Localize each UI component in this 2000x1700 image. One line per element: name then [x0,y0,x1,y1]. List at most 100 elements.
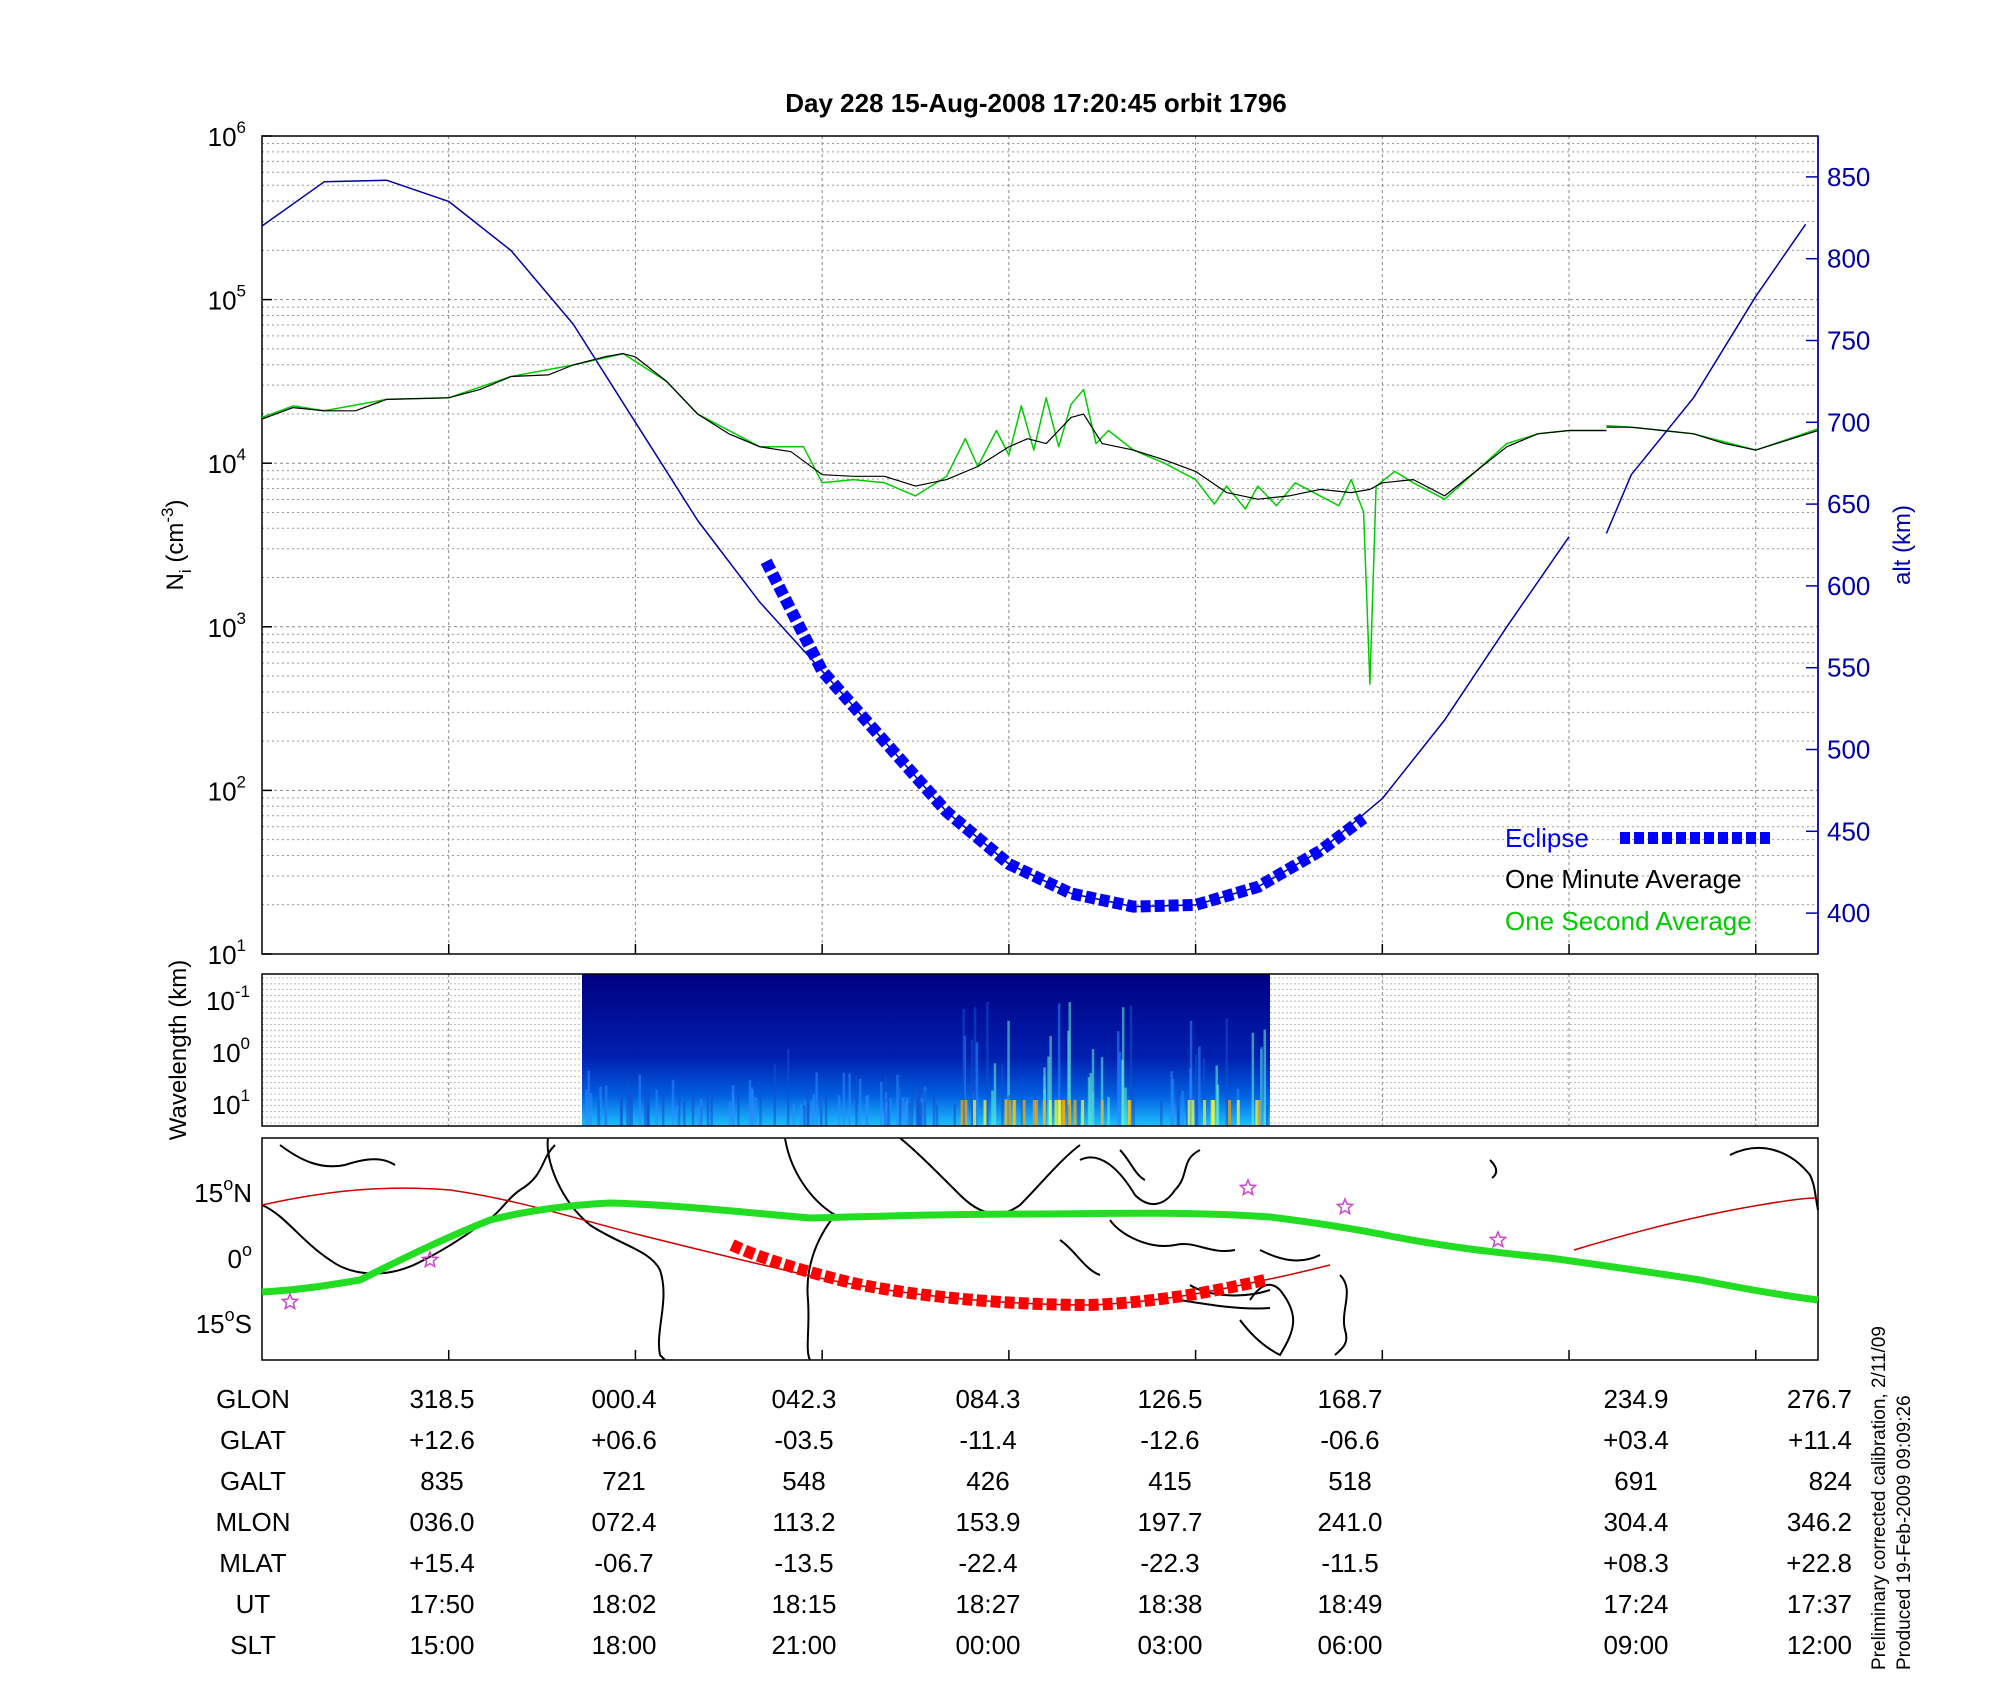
table-cell: -03.5 [774,1425,833,1455]
spectrogram-hot-streak [1073,1100,1077,1126]
right-tick-label: 500 [1827,735,1870,765]
table-cell: 18:27 [955,1589,1020,1619]
spectrogram-streak [737,1092,740,1126]
spectrogram-streak [646,1087,650,1126]
spectrogram-streak [993,1063,997,1126]
table-cell: 00:00 [955,1630,1020,1660]
spectrogram-streak [824,1093,828,1126]
spectrogram-streak [1089,1073,1093,1126]
table-cell: +15.4 [409,1548,475,1578]
spectrogram-hot-streak [1081,1100,1085,1126]
spectrogram-panel: Wavelength (km) 10-1 100 101 [165,960,1819,1141]
map-lat-label: 15oS [196,1305,252,1339]
spectrogram-streak [1121,1059,1124,1126]
spectrogram-streak [773,1063,776,1126]
spectrogram-hot-streak [1034,1100,1038,1126]
spectrogram-hot-streak [1022,1100,1026,1126]
map-lat-label: 15oN [194,1174,252,1208]
spectrogram-streak [697,1106,700,1126]
spectrogram-streak [803,1105,806,1126]
table-cell: 241.0 [1317,1507,1382,1537]
footer-calibration: Preliminary corrected calibration, 2/11/… [1869,1326,1890,1670]
chart-title: Day 228 15-Aug-2008 17:20:45 orbit 1796 [785,88,1287,118]
spectrogram-streak [932,1094,936,1126]
table-cell: +03.4 [1603,1425,1669,1455]
map-star-marker [280,1292,300,1311]
table-cell: 234.9 [1603,1384,1668,1414]
spectrogram-hot-streak [1068,1100,1072,1126]
table-cell: 072.4 [591,1507,656,1537]
table-cell: -22.3 [1140,1548,1199,1578]
spectrogram-streak [1181,1091,1184,1126]
table-row-label: SLT [230,1630,276,1660]
spectrogram-hot-streak [1255,1100,1259,1126]
spectrogram-streak [920,1102,923,1126]
table-cell: 18:02 [591,1589,656,1619]
spectrogram-streak [589,1093,593,1126]
right-axis-ticks: 400 450 500 550 600 650 700 750 800 850 [1806,162,1870,928]
spectrogram-streak [904,1101,908,1126]
spectrogram-streak [848,1073,851,1126]
spectrogram-hot-streak [1191,1100,1195,1126]
spectrogram-streak [661,1094,665,1126]
alt-axis-label: alt (km) [1889,505,1916,585]
spectrogram-streak [1171,1079,1175,1126]
alt-line [1605,223,1807,534]
spectrogram-tick-label: 10-1 [206,982,250,1016]
legend-eclipse-label: Eclipse [1505,823,1589,853]
spectrogram-hot-streak [1013,1100,1017,1126]
spectrogram-streak [1107,1097,1110,1126]
spectrogram-streak [1215,1065,1218,1126]
spectrogram-hot-streak [983,1100,987,1126]
legend-one-second-label: One Second Average [1505,906,1752,936]
spectrogram-streak [754,1097,757,1126]
table-cell: 518 [1328,1466,1371,1496]
ni-axis-label: Ni (cm-3) [158,500,195,591]
table-row-label: GLAT [220,1425,286,1455]
table-cell: 691 [1614,1466,1657,1496]
spectrogram-streak [799,1104,803,1126]
right-tick-label: 650 [1827,489,1870,519]
spectrogram-streak [599,1086,602,1126]
table-cell: 06:00 [1317,1630,1382,1660]
spectrogram-streak [710,1082,713,1126]
table-cell: 415 [1148,1466,1191,1496]
table-cell: 03:00 [1137,1630,1202,1660]
spectrogram-streak [759,1083,762,1126]
table-cell: 084.3 [955,1384,1020,1414]
spectrogram-streak [792,1103,795,1126]
spectrogram-streak [879,1081,883,1126]
spectrogram-streak [1251,1032,1255,1126]
orbit-table: GLON 318.5 000.4 042.3 084.3 126.5 168.7 234.9 2… [215,1384,1852,1660]
spectrogram-hot-streak [1236,1100,1240,1126]
map-lat-label: 0o [228,1240,252,1274]
spectrogram-streak [585,1089,588,1126]
spectrogram-streak [676,1105,679,1126]
wavelength-axis-label: Wavelength (km) [165,960,192,1141]
legend-one-minute-label: One Minute Average [1505,864,1742,894]
spectrogram-streak [1225,1018,1228,1126]
right-tick-label: 800 [1827,244,1870,274]
spectrogram-streak [1260,1046,1263,1126]
spectrogram-streak [810,1100,813,1126]
spectrogram-streak [748,1080,752,1126]
spectrogram-streak [1198,1046,1201,1126]
spectrogram-streak [908,1102,911,1126]
spectrogram-streak [619,1093,623,1126]
spectrogram-streak [899,1074,902,1126]
magnetic-equator [261,1199,1819,1304]
spectrogram-streak [1068,1002,1071,1126]
spectrogram-streak [1118,1051,1122,1126]
spectrogram-hot-streak [973,1100,976,1126]
spectrogram-streak [683,1100,686,1126]
spectrogram-streak [1077,1100,1080,1126]
spectrogram-streaks [585,1001,1269,1126]
spectrogram-streak [1263,1029,1266,1126]
table-cell: 426 [966,1466,1009,1496]
spectrogram-streak [1087,1077,1091,1126]
table-cell: 153.9 [955,1507,1020,1537]
spectrogram-streak [911,1091,914,1126]
spectrogram-streak [807,1104,810,1126]
table-cell: -22.4 [958,1548,1017,1578]
table-cell: -13.5 [774,1548,833,1578]
